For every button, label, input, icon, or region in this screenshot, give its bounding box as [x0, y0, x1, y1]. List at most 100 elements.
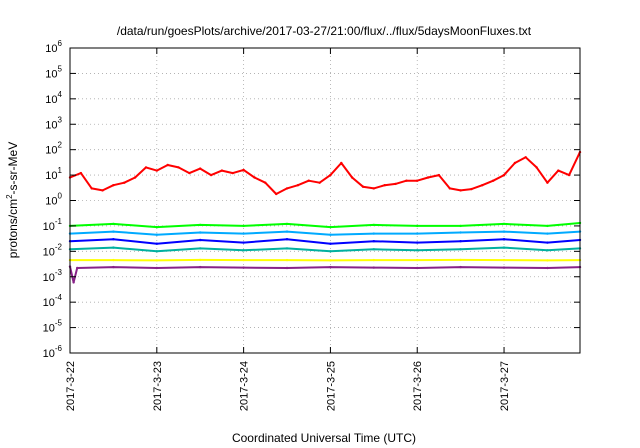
series-5: [68, 246, 582, 253]
data-point: [177, 166, 180, 169]
y-tick-label-base: 10: [45, 145, 57, 157]
data-point: [459, 231, 462, 234]
y-tick-label-exp: 4: [58, 90, 63, 99]
data-point: [112, 246, 115, 249]
y-tick-label-base: 10: [45, 68, 57, 80]
x-tick-label: 2017-3-22: [65, 361, 77, 411]
series-line: [69, 151, 581, 195]
y-tick-label: 10-4: [43, 293, 63, 309]
data-point: [502, 222, 506, 226]
data-point: [155, 169, 158, 172]
data-point: [112, 230, 115, 233]
data-point: [372, 258, 375, 262]
grid: [70, 48, 580, 353]
data-point: [253, 176, 256, 179]
data-point: [524, 156, 527, 159]
data-point: [242, 232, 245, 235]
y-tick-label-exp: 2: [58, 141, 63, 150]
y-tick-label-exp: 6: [58, 39, 63, 48]
data-point: [101, 189, 104, 192]
data-point: [285, 258, 289, 262]
y-axis-label-rest: -s-sr-MeV: [6, 142, 20, 195]
y-tick-label-exp: 3: [58, 115, 63, 124]
y-tick-label: 102: [45, 141, 62, 157]
y-tick-label-exp: 0: [58, 192, 63, 201]
data-point: [481, 184, 484, 187]
y-tick-label-exp: -5: [55, 319, 63, 328]
series-3: [68, 230, 582, 236]
y-tick-label-base: 10: [45, 170, 57, 182]
data-point: [329, 225, 332, 229]
data-point: [264, 181, 267, 184]
y-tick-label: 10-2: [43, 242, 63, 258]
y-tick-label-exp: -2: [55, 242, 63, 251]
x-tick-label: 2017-3-23: [152, 361, 164, 411]
data-point: [546, 259, 549, 262]
data-point: [557, 169, 560, 172]
series-line: [69, 266, 581, 284]
data-point: [112, 238, 115, 241]
series-1: [68, 150, 582, 196]
y-tick-label-base: 10: [43, 272, 55, 284]
data-point: [199, 223, 202, 227]
y-tick-label-base: 10: [45, 196, 57, 208]
y-axis-label-exp: 2: [5, 194, 14, 199]
data-point: [199, 258, 202, 262]
y-tick-label: 105: [45, 64, 62, 80]
data-point: [502, 246, 506, 249]
data-point: [416, 179, 419, 182]
data-point: [318, 181, 321, 184]
data-point: [502, 230, 506, 233]
y-tick-label: 10-3: [43, 268, 63, 284]
data-point: [155, 266, 158, 270]
y-axis-label-base: protons/cm: [6, 199, 20, 258]
data-point: [155, 225, 158, 229]
data-point: [242, 241, 245, 244]
y-tick-label: 100: [45, 192, 62, 208]
data-point: [405, 179, 408, 182]
data-point: [155, 250, 158, 253]
data-point: [546, 224, 549, 228]
data-point: [329, 265, 332, 269]
data-point: [155, 233, 158, 236]
y-tick-label-base: 10: [43, 297, 55, 309]
data-point: [285, 187, 289, 190]
y-tick-label: 106: [45, 39, 62, 55]
data-point: [285, 238, 289, 241]
chart-title: /data/run/goesPlots/archive/2017-03-27/2…: [117, 24, 532, 38]
data-point: [329, 233, 332, 236]
series-group: [68, 150, 582, 284]
series-4: [68, 238, 582, 245]
x-tick-label: 2017-3-26: [412, 361, 424, 411]
y-axis-label: protons/cm2-s-sr-MeV: [5, 142, 20, 258]
data-point: [448, 187, 451, 190]
data-point: [285, 266, 289, 270]
data-point: [372, 232, 375, 235]
data-point: [199, 247, 202, 250]
data-point: [459, 189, 462, 192]
data-point: [199, 231, 202, 234]
y-tick-label-exp: 5: [58, 64, 63, 73]
data-point: [426, 176, 430, 179]
data-point: [372, 187, 375, 190]
data-point: [416, 258, 419, 262]
data-point: [296, 184, 300, 187]
data-point: [459, 265, 462, 269]
y-tick-label-base: 10: [43, 348, 55, 360]
data-point: [416, 232, 419, 235]
y-tick-label-exp: 1: [58, 166, 63, 175]
data-point: [350, 176, 354, 179]
data-point: [470, 187, 473, 191]
data-point: [459, 248, 462, 251]
data-point: [502, 173, 506, 177]
data-point: [416, 249, 419, 252]
y-tick-label-base: 10: [43, 221, 55, 233]
data-point: [502, 238, 506, 241]
y-tick-label: 10-1: [43, 217, 63, 233]
data-point: [329, 259, 332, 262]
data-point: [340, 161, 343, 165]
data-point: [307, 179, 310, 182]
data-point: [546, 266, 549, 270]
data-point: [416, 241, 419, 244]
